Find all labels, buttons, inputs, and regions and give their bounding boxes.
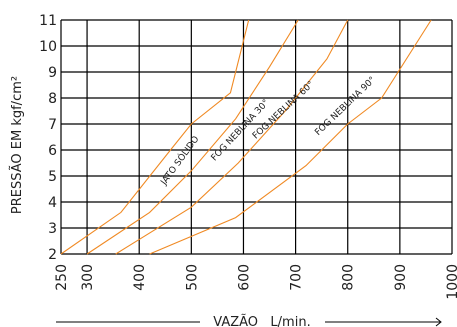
series-line-2 <box>86 19 299 255</box>
y-axis-label: PRESSÃO EM kgf/cm² <box>9 76 25 214</box>
y-tick-label: 10 <box>39 39 57 55</box>
y-tick-label: 5 <box>48 169 57 185</box>
series-line-3 <box>115 19 349 255</box>
x-tick-label: 400 <box>132 264 148 291</box>
y-tick-label: 2 <box>48 247 57 263</box>
x-tick-label: 250 <box>54 264 70 291</box>
x-axis-label: VAZÃO L/min. <box>213 314 310 327</box>
y-tick-label: 8 <box>48 91 57 107</box>
y-tick-labels: 2 3 4 5 6 7 8 9 10 11 <box>39 13 57 263</box>
curve-labels: JATO SÓLIDO FOG NEBLINA 30°FOG NEBLINA 60… <box>157 75 378 188</box>
y-tick-label: 4 <box>48 195 57 211</box>
x-tick-label: 700 <box>289 264 305 291</box>
x-axis-label-group: VAZÃO L/min. <box>56 314 442 327</box>
x-tick-label: 500 <box>184 264 200 291</box>
y-tick-label: 11 <box>39 13 57 29</box>
series-label-4: FOG NEBLINA 90° <box>313 75 378 138</box>
y-tick-label: 6 <box>48 143 57 159</box>
series-label-1: JATO SÓLIDO <box>157 133 201 188</box>
x-axis-arrow-icon <box>435 317 442 327</box>
x-tick-label: 900 <box>393 264 409 291</box>
x-tick-label: 600 <box>236 264 252 291</box>
y-tick-label: 3 <box>48 221 57 237</box>
curves <box>60 19 432 255</box>
y-tick-label: 7 <box>48 117 57 133</box>
y-tick-label: 9 <box>48 65 57 81</box>
x-tick-label: 1000 <box>445 264 457 300</box>
x-tick-labels: 250 300 400 500 600 700 800 900 1000 <box>54 264 457 300</box>
x-tick-label: 800 <box>341 264 357 291</box>
x-tick-label: 300 <box>80 264 96 291</box>
series-line-4 <box>149 19 432 255</box>
series-line-1 <box>60 19 250 255</box>
